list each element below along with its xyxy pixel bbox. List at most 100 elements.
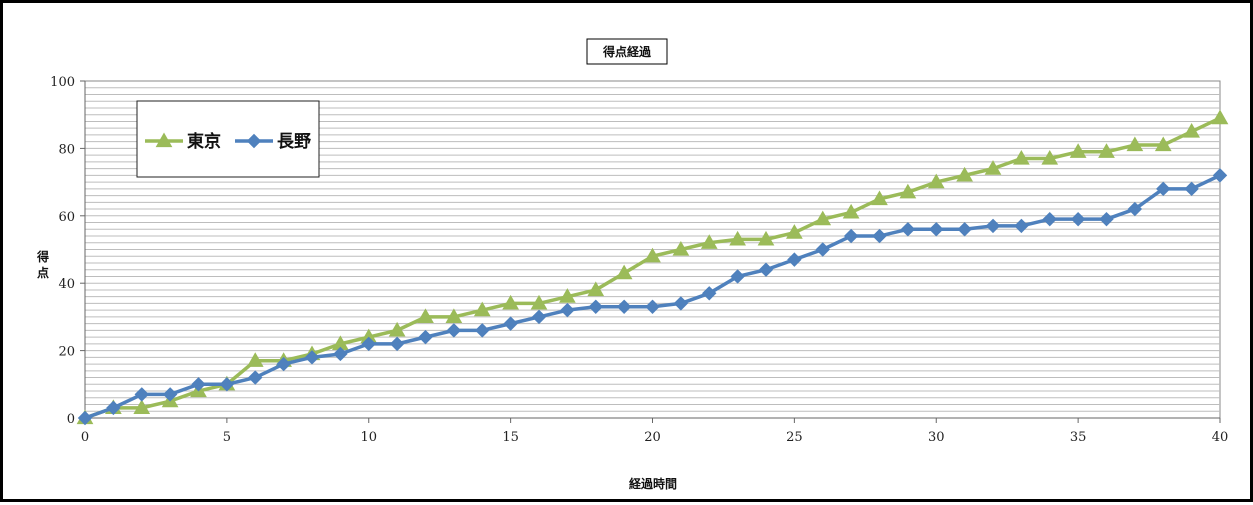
data-point	[475, 323, 490, 338]
data-point	[899, 183, 917, 199]
data-point	[1212, 168, 1228, 183]
data-point	[1070, 211, 1086, 227]
data-point	[388, 321, 406, 337]
data-point	[446, 323, 462, 338]
data-point	[588, 299, 603, 314]
x-tick-label: 40	[1212, 430, 1229, 445]
y-tick-label: 100	[50, 75, 75, 90]
data-point	[786, 224, 803, 239]
data-point	[333, 346, 348, 362]
data-point	[155, 132, 173, 148]
data-point	[503, 316, 518, 331]
legend-item: 長野	[235, 132, 311, 152]
data-point	[77, 410, 93, 426]
x-axis: 0 5 10 15 20 25 30 35 40	[81, 417, 1229, 445]
y-tick-label: 0	[67, 412, 75, 427]
data-point	[389, 336, 405, 352]
data-point	[1183, 123, 1200, 138]
x-tick-label: 25	[786, 430, 803, 445]
data-point	[700, 234, 718, 249]
data-point	[1042, 211, 1057, 227]
data-point	[560, 302, 575, 318]
series-triangle	[76, 109, 1229, 425]
data-point	[957, 222, 972, 237]
x-tick-label: 35	[1070, 430, 1087, 445]
y-axis-title-text: 得点	[36, 249, 49, 280]
data-point	[985, 218, 1001, 234]
data-point	[106, 400, 121, 416]
series-diamond	[77, 168, 1228, 426]
data-point	[530, 294, 548, 310]
data-point	[246, 133, 262, 149]
data-point	[587, 281, 605, 297]
data-point	[361, 336, 376, 352]
x-axis-title: 経過時間	[629, 476, 677, 491]
data-point	[162, 387, 178, 402]
data-point	[246, 352, 264, 367]
data-point	[276, 356, 291, 372]
data-point	[248, 370, 263, 385]
data-point	[814, 210, 832, 226]
legend: 東京 長野	[136, 100, 320, 178]
data-point	[133, 399, 151, 415]
data-point	[929, 222, 944, 237]
data-point	[871, 190, 888, 206]
data-point	[615, 264, 633, 280]
legend-label: 東京	[187, 131, 221, 152]
data-point	[956, 166, 973, 182]
legend-item: 東京	[145, 131, 221, 152]
grid-lines	[85, 87, 1220, 412]
data-point	[473, 301, 491, 317]
data-point	[757, 230, 775, 246]
x-tick-label: 15	[502, 430, 519, 445]
data-point	[417, 308, 434, 324]
data-point	[1211, 109, 1229, 125]
legend-label: 長野	[277, 132, 311, 152]
chart-title: 得点経過	[602, 44, 652, 59]
y-tick-label: 20	[58, 345, 75, 360]
data-point	[1099, 211, 1114, 227]
series-layer	[76, 109, 1229, 426]
data-point	[927, 173, 945, 189]
data-point	[673, 296, 689, 311]
data-point	[1069, 143, 1087, 158]
data-point	[730, 269, 745, 284]
data-point	[842, 203, 860, 219]
data-point	[191, 377, 206, 392]
x-tick-label: 30	[928, 430, 945, 445]
x-tick-label: 0	[81, 430, 89, 445]
data-point	[1154, 136, 1172, 152]
y-tick-label: 60	[58, 210, 75, 225]
data-point	[445, 308, 463, 324]
y-tick-label: 40	[58, 277, 75, 292]
data-point	[645, 299, 660, 314]
data-point	[1184, 181, 1199, 197]
data-point	[843, 228, 859, 244]
x-tick-label: 20	[644, 430, 661, 445]
data-point	[1126, 136, 1144, 152]
y-axis-title: 得点	[36, 249, 49, 280]
data-point	[1098, 143, 1115, 158]
data-point	[815, 242, 830, 257]
y-axis: 0 20 40 60 80 100	[50, 75, 86, 427]
data-point	[672, 240, 690, 256]
data-point	[729, 230, 746, 246]
data-point	[134, 387, 149, 402]
data-point	[1156, 181, 1171, 197]
data-point	[219, 377, 235, 392]
y-tick-label: 80	[58, 142, 75, 157]
data-point	[1014, 218, 1029, 234]
data-point	[900, 222, 916, 237]
data-point	[1013, 150, 1030, 165]
data-point	[1127, 201, 1143, 217]
data-point	[984, 160, 1002, 175]
data-point	[559, 288, 576, 303]
data-point	[1041, 150, 1059, 165]
data-point	[702, 286, 717, 301]
data-point	[531, 309, 547, 325]
data-point	[304, 350, 320, 365]
data-point	[616, 299, 632, 314]
data-point	[787, 252, 802, 267]
